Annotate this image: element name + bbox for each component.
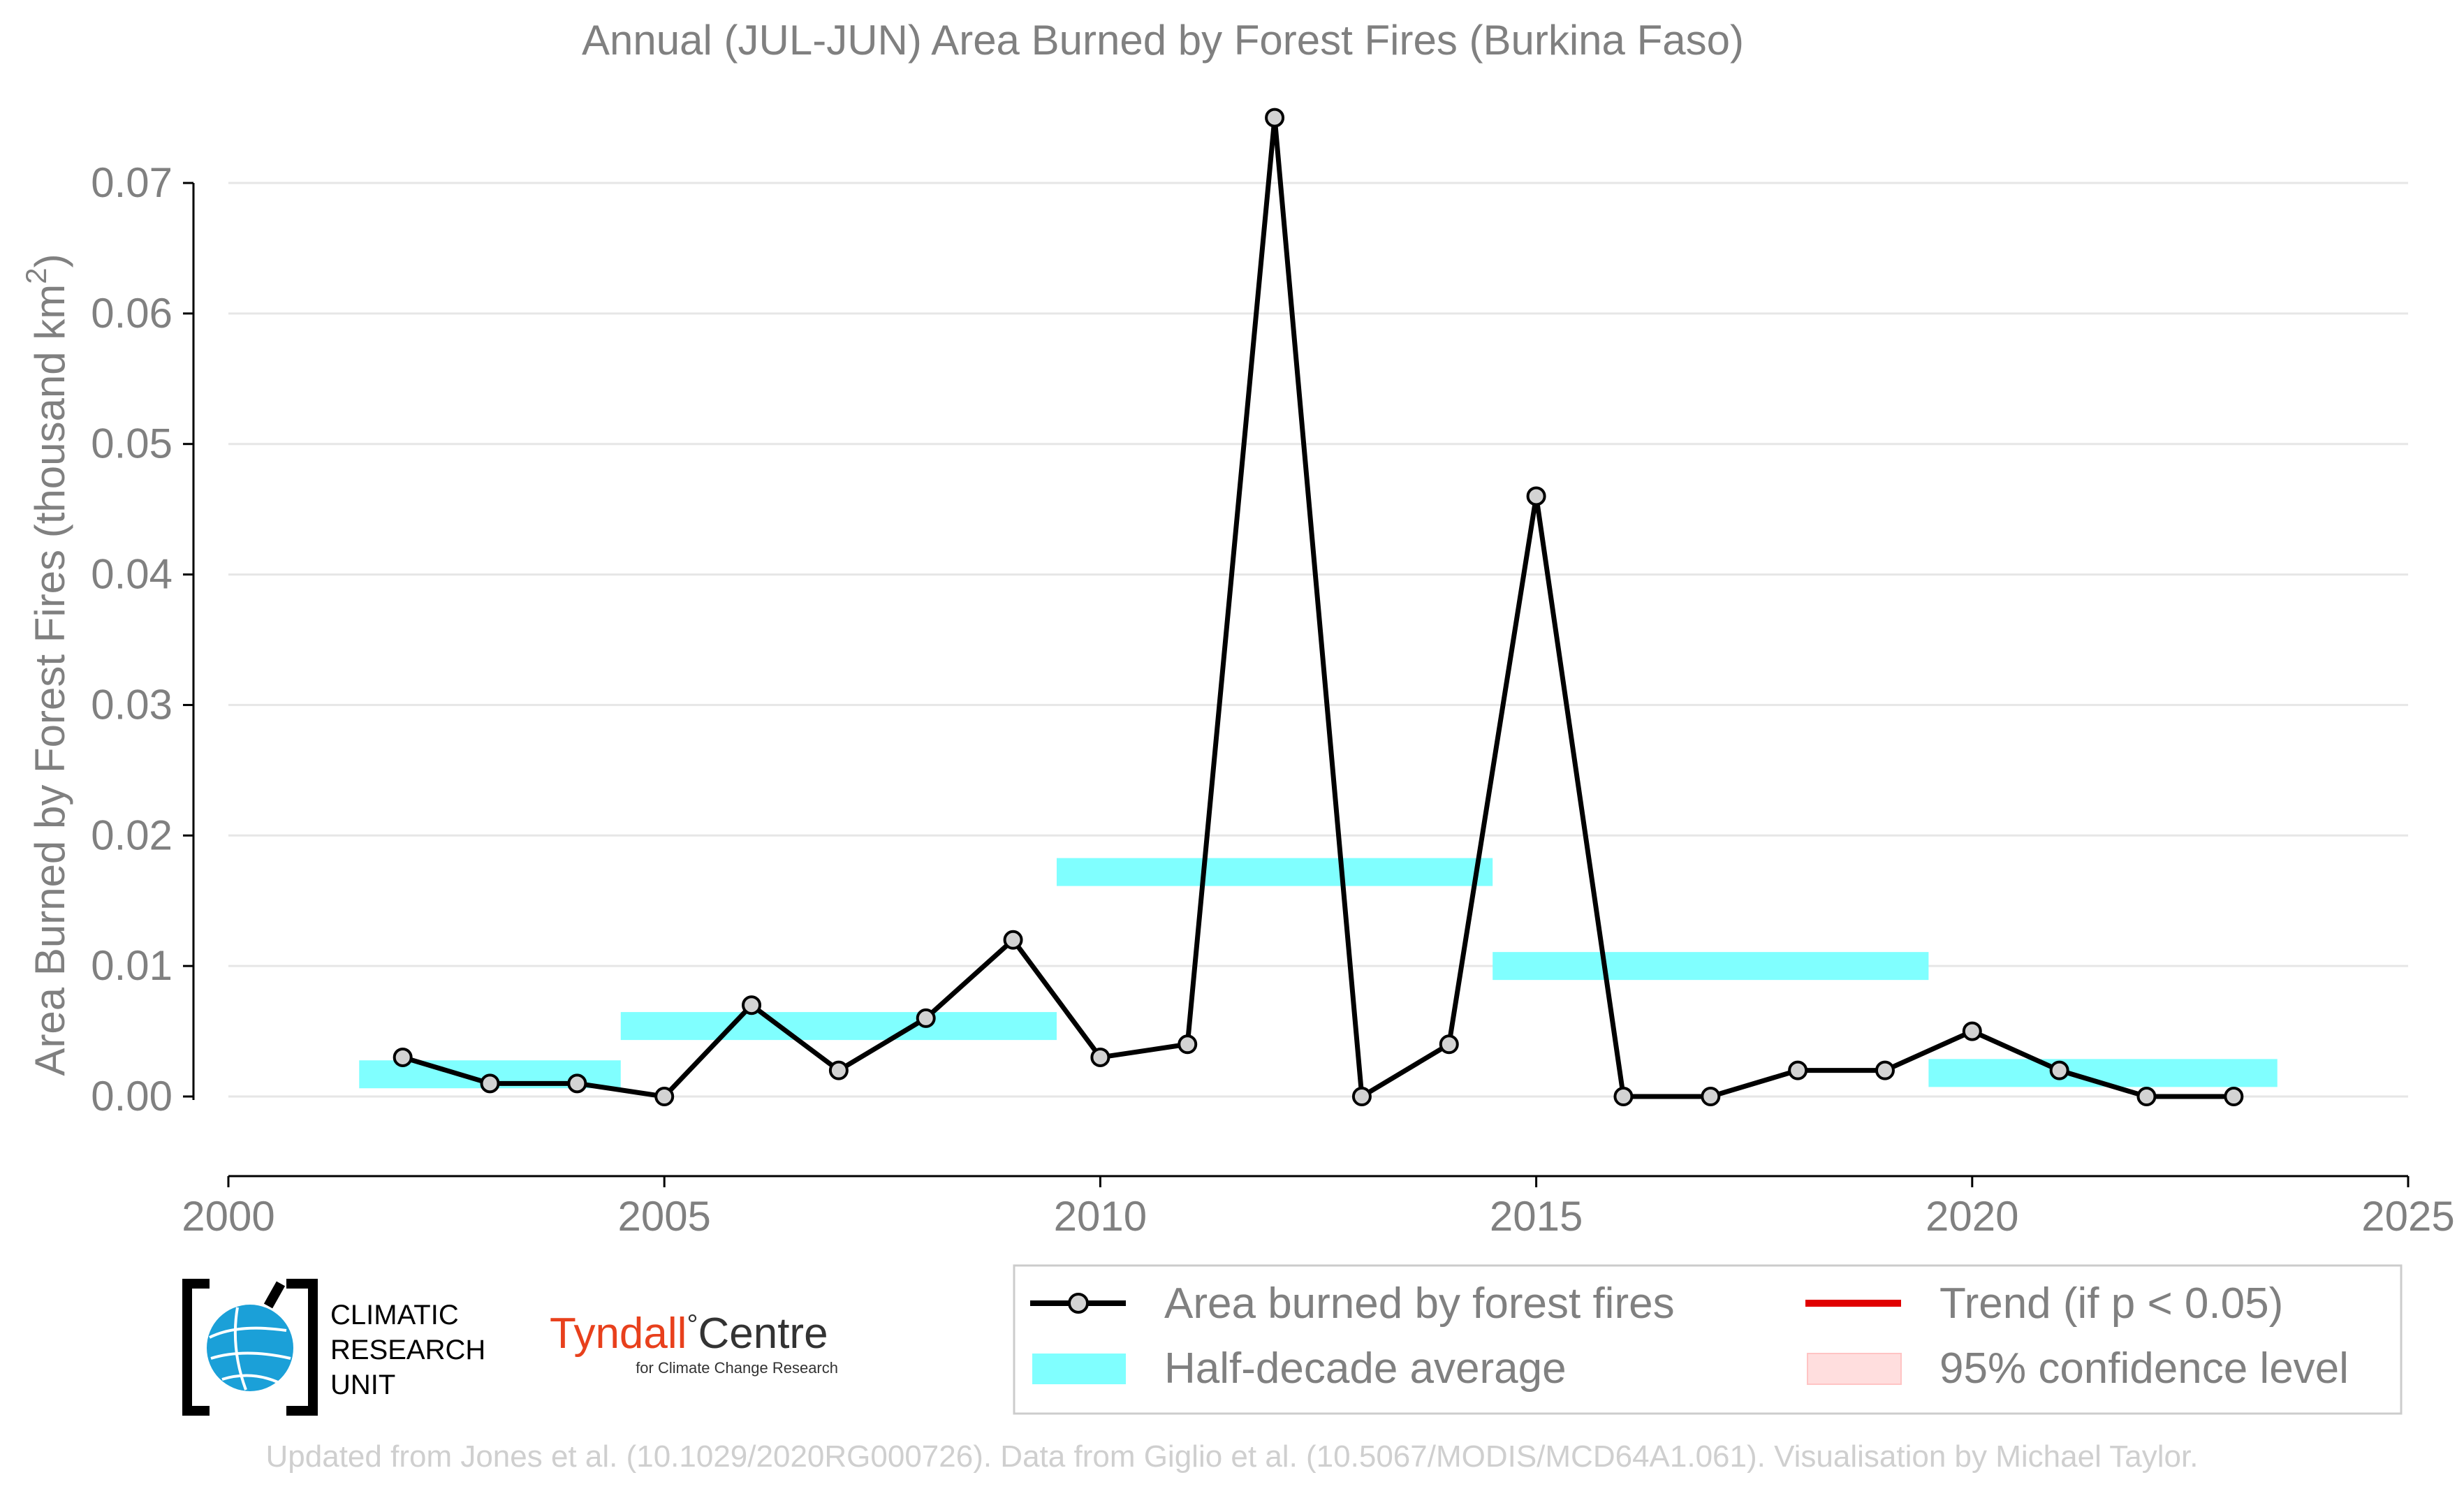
data-point-2012	[1265, 108, 1285, 128]
data-point-2003	[480, 1073, 500, 1094]
data-point-2011	[1178, 1034, 1198, 1055]
cru-line1: CLIMATIC	[330, 1300, 459, 1330]
legend-label-half-decade: Half-decade average	[1164, 1344, 1567, 1393]
footer-credit: Updated from Jones et al. (10.1029/2020R…	[266, 1439, 2199, 1474]
data-point-2020	[1962, 1021, 1982, 1041]
y-axis-ticks: 0.00 0.01 0.02 0.03 0.04 0.05 0.06 0.07	[91, 159, 193, 1120]
cru-bracket-slash	[263, 1281, 286, 1309]
data-point-2023	[2224, 1087, 2244, 1106]
x-tick-label-0: 2000	[182, 1193, 274, 1240]
series-line-0	[402, 115, 2234, 1099]
chart-title: Annual (JUL-JUN) Area Burned by Forest F…	[582, 17, 1744, 64]
data-point-2002	[393, 1047, 413, 1067]
data-point-2007	[828, 1060, 849, 1080]
legend-label-confidence: 95% confidence level	[1939, 1344, 2349, 1393]
cru-line2: RESEARCH	[330, 1335, 485, 1365]
tyndall-logo: Tyndall°Centre for Climate Change Resear…	[550, 1310, 838, 1377]
legend-swatch-half-decade	[1032, 1354, 1126, 1384]
data-point-2005	[654, 1087, 675, 1106]
legend-marker-area-burned	[1068, 1293, 1089, 1314]
data-point-2022	[2136, 1087, 2157, 1106]
x-tick-label-2: 2010	[1054, 1193, 1147, 1240]
data-point-2009	[1003, 930, 1023, 950]
legend-box	[1013, 1264, 2403, 1415]
cru-globe-lines	[209, 1307, 291, 1391]
half-decade-bands	[359, 858, 2278, 1089]
data-point-2021	[2049, 1060, 2069, 1080]
data-point-2006	[742, 995, 762, 1015]
data-point-2004	[567, 1073, 587, 1094]
tyndall-wordmark: Tyndall°Centre	[550, 1310, 828, 1358]
y-tick-label-2: 0.02	[91, 812, 173, 858]
y-tick-label-0: 0.00	[91, 1073, 173, 1120]
x-tick-label-4: 2020	[1926, 1193, 2018, 1240]
half-decade-band-1	[620, 1012, 1057, 1041]
x-tick-label-1: 2005	[617, 1193, 710, 1240]
data-point-2017	[1701, 1087, 1721, 1106]
grid-lines	[228, 182, 2408, 1098]
data-point-2010	[1090, 1047, 1110, 1067]
y-tick-label-6: 0.06	[91, 290, 173, 337]
cru-line3: UNIT	[330, 1370, 395, 1400]
data-point-2019	[1875, 1060, 1895, 1080]
legend-label-area-burned: Area burned by forest fires	[1164, 1279, 1675, 1328]
y-tick-label-7: 0.07	[91, 159, 173, 206]
x-tick-label-5: 2025	[2361, 1193, 2454, 1240]
data-point-2013	[1351, 1087, 1372, 1106]
data-point-2008	[916, 1008, 936, 1028]
series-area-burned	[393, 108, 2244, 1106]
x-axis-ticks: 2000 2005 2010 2015 2020 2025	[182, 1176, 2455, 1240]
legend-swatch-confidence	[1807, 1353, 1902, 1385]
y-axis-label: Area Burned by Forest Fires (thousand km…	[20, 254, 73, 1076]
y-tick-label-3: 0.03	[91, 681, 173, 728]
tyndall-tagline: for Climate Change Research	[636, 1359, 838, 1377]
cru-bracket-right	[286, 1279, 318, 1416]
data-point-2016	[1613, 1087, 1634, 1106]
cru-globe-icon	[207, 1305, 293, 1391]
cru-logo: CLIMATIC RESEARCH UNIT	[182, 1279, 485, 1416]
legend-label-trend: Trend (if p < 0.05)	[1939, 1279, 2283, 1328]
y-tick-label-5: 0.05	[91, 420, 173, 467]
data-point-2018	[1788, 1060, 1808, 1080]
y-tick-label-4: 0.04	[91, 551, 173, 598]
y-tick-label-1: 0.01	[91, 942, 173, 989]
half-decade-band-3	[1493, 952, 1929, 981]
half-decade-band-2	[1056, 858, 1493, 886]
x-tick-label-3: 2015	[1490, 1193, 1583, 1240]
data-point-2015	[1526, 486, 1546, 506]
legend: Area burned by forest fires Trend (if p …	[1013, 1264, 2403, 1415]
data-point-2014	[1439, 1034, 1459, 1055]
cru-bracket-left	[182, 1279, 210, 1416]
